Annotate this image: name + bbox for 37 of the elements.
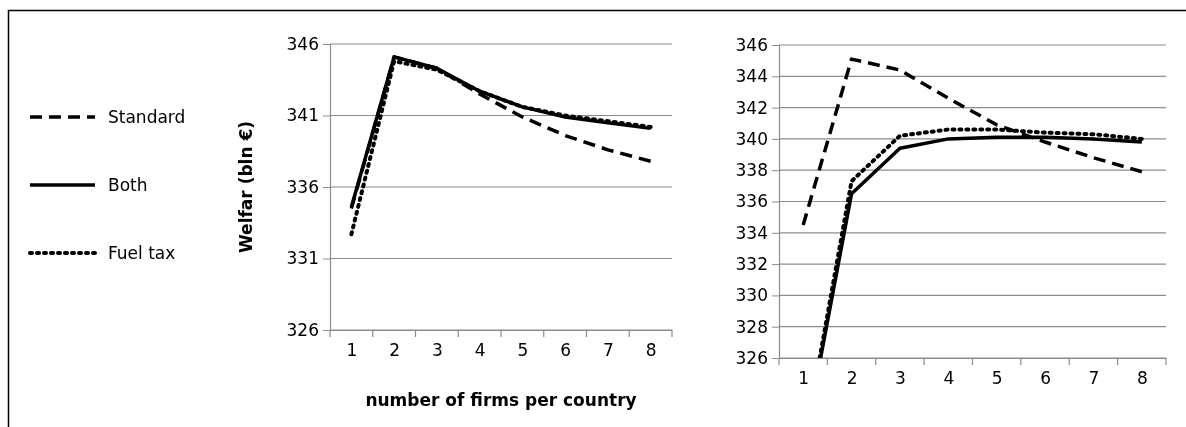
x-tick-label: 5 bbox=[991, 368, 1003, 389]
y-axis-title: Welfar (bln €) bbox=[236, 120, 256, 254]
x-tick-label: 1 bbox=[798, 368, 810, 389]
y-tick-label: 332 bbox=[735, 254, 768, 275]
x-tick-label: 2 bbox=[846, 368, 858, 389]
y-tick-label: 334 bbox=[735, 222, 768, 243]
y-tick-label: 346 bbox=[286, 33, 319, 54]
x-tick-label: 7 bbox=[1088, 368, 1100, 389]
x-tick-label: 7 bbox=[602, 340, 614, 361]
x-tick-label: 4 bbox=[943, 368, 955, 389]
y-tick-label: 336 bbox=[286, 176, 319, 197]
x-tick-label: 4 bbox=[474, 340, 486, 361]
x-tick-label: 5 bbox=[517, 340, 529, 361]
y-tick-label: 336 bbox=[735, 191, 768, 212]
legend-label: Fuel tax bbox=[108, 243, 176, 263]
y-tick-label: 326 bbox=[286, 319, 319, 340]
x-axis-title: number of firms per country bbox=[365, 390, 637, 410]
x-tick-label: 6 bbox=[560, 340, 572, 361]
x-tick-label: 8 bbox=[1136, 368, 1148, 389]
y-tick-label: 328 bbox=[735, 316, 768, 337]
y-tick-label: 344 bbox=[735, 66, 768, 87]
x-tick-label: 1 bbox=[346, 340, 358, 361]
x-tick-label: 3 bbox=[431, 340, 443, 361]
x-tick-label: 3 bbox=[895, 368, 906, 389]
x-tick-label: 2 bbox=[389, 340, 401, 361]
y-tick-label: 326 bbox=[735, 347, 768, 368]
y-tick-label: 330 bbox=[735, 285, 768, 306]
y-tick-label: 346 bbox=[735, 34, 768, 55]
y-tick-label: 341 bbox=[286, 105, 319, 126]
y-tick-label: 331 bbox=[286, 248, 319, 269]
y-tick-label: 340 bbox=[735, 128, 768, 149]
legend-label: Both bbox=[108, 175, 148, 195]
legend-label: Standard bbox=[108, 107, 186, 127]
x-tick-label: 6 bbox=[1040, 368, 1051, 389]
y-tick-label: 338 bbox=[735, 160, 768, 181]
y-tick-label: 342 bbox=[735, 97, 768, 118]
x-tick-label: 8 bbox=[645, 340, 657, 361]
